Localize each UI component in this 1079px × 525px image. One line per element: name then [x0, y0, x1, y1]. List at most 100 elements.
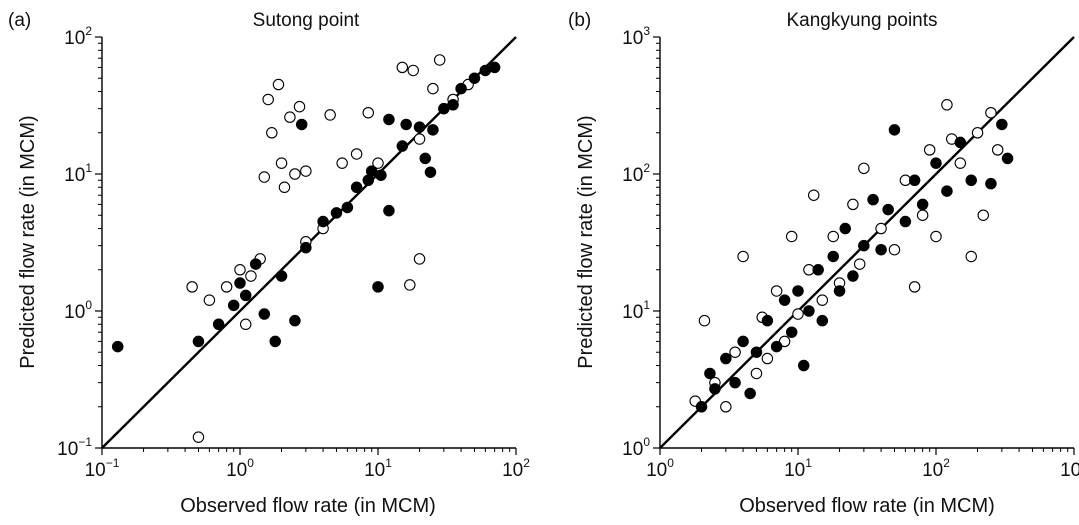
x-tick-base: 10	[646, 460, 667, 481]
chart-title: Kangkyung points	[786, 10, 937, 31]
y-axis-label: Predicted flow rate (in MCM)	[17, 115, 39, 368]
filled-data-point	[300, 241, 312, 254]
filled-data-point	[930, 157, 942, 169]
filled-data-point	[413, 121, 426, 133]
x-tick-base: 10	[502, 460, 523, 481]
open-data-point	[239, 318, 252, 331]
y-tick-exponent: 0	[643, 435, 650, 449]
open-data-point	[289, 168, 301, 180]
y-tick-base: 10	[64, 302, 85, 323]
open-data-point	[293, 100, 306, 113]
filled-data-point	[249, 258, 262, 270]
open-data-point	[827, 230, 839, 243]
open-data-point	[372, 157, 384, 169]
panel-b: (b) Kangkyung points Observed flow rate …	[568, 10, 1079, 517]
chart-title: Sutong point	[253, 10, 360, 31]
filled-data-point	[797, 359, 810, 372]
y-tick-base: 10	[622, 28, 643, 49]
open-data-point	[941, 99, 953, 111]
filled-data-point	[330, 207, 343, 219]
filled-data-point	[365, 165, 378, 177]
x-tick-base: 10	[85, 460, 106, 481]
filled-data-point	[704, 367, 716, 380]
open-data-point	[350, 148, 363, 160]
filled-data-point	[695, 401, 708, 413]
filled-data-point	[899, 215, 912, 228]
y-tick-base: 10	[57, 439, 78, 460]
y-tick-base: 10	[64, 28, 85, 49]
y-tick-exponent: 0	[85, 298, 92, 312]
open-data-point	[853, 258, 866, 270]
open-data-point	[991, 144, 1004, 156]
filled-data-point	[996, 118, 1008, 131]
open-data-point	[888, 243, 901, 256]
filled-data-point	[812, 264, 824, 276]
filled-data-point	[778, 294, 791, 306]
x-tick-base: 10	[1060, 460, 1079, 481]
open-data-point	[916, 209, 929, 221]
x-axis-label: Observed flow rate (in MCM)	[739, 495, 995, 517]
open-data-point	[737, 250, 749, 263]
filled-data-point	[447, 99, 459, 111]
filled-data-point	[941, 185, 953, 197]
open-data-point	[203, 294, 216, 306]
filled-data-point	[729, 376, 741, 389]
open-data-point	[284, 111, 296, 123]
x-tick-base: 10	[364, 460, 385, 481]
open-data-point	[770, 285, 783, 297]
x-tick-label: 101	[364, 456, 392, 481]
open-data-point	[807, 189, 820, 201]
open-data-point	[698, 314, 711, 327]
y-tick-label: 100	[64, 298, 92, 323]
open-data-point	[750, 367, 763, 380]
open-data-point	[413, 253, 426, 265]
open-data-point	[720, 401, 732, 413]
filled-data-point	[372, 281, 384, 293]
filled-data-point	[827, 250, 839, 263]
y-tick-exponent: −1	[78, 435, 92, 449]
filled-data-point	[350, 181, 363, 194]
x-tick-exponent: 2	[523, 456, 530, 470]
x-tick-label: 103	[1060, 456, 1079, 481]
y-tick-label: 101	[622, 298, 650, 323]
filled-data-point	[750, 346, 763, 358]
y-tick-label: 101	[64, 161, 92, 186]
filled-data-point	[317, 215, 329, 228]
panel-label: (a)	[8, 10, 31, 31]
open-data-point	[186, 281, 198, 293]
open-data-point	[404, 279, 416, 291]
open-data-point	[971, 127, 984, 139]
open-data-point	[300, 165, 312, 177]
panel-label: (b)	[568, 10, 591, 31]
filled-data-point	[396, 140, 409, 152]
open-data-point	[413, 133, 426, 145]
open-data-point	[875, 222, 887, 235]
filled-data-point	[234, 277, 246, 289]
x-tick-exponent: 0	[247, 456, 254, 470]
y-tick-base: 10	[622, 302, 643, 323]
filled-data-point	[192, 335, 205, 348]
open-data-point	[234, 264, 246, 276]
open-data-point	[761, 352, 774, 365]
open-data-point	[427, 82, 439, 95]
filled-data-point	[709, 383, 721, 395]
y-tick-exponent: 1	[85, 161, 92, 175]
filled-data-point	[212, 318, 225, 331]
open-data-point	[275, 157, 288, 169]
filled-data-point	[289, 314, 301, 327]
x-tick-label: 100	[646, 456, 674, 481]
filled-data-point	[882, 203, 894, 216]
filled-data-point	[744, 387, 756, 400]
x-tick-label: 102	[502, 456, 530, 481]
open-data-point	[965, 250, 977, 263]
filled-data-point	[888, 124, 901, 136]
filled-data-point	[908, 174, 921, 187]
y-tick-exponent: 2	[85, 24, 92, 38]
filled-data-point	[916, 198, 929, 211]
open-data-point	[923, 144, 936, 156]
filled-data-point	[424, 166, 437, 178]
y-tick-exponent: 1	[643, 298, 650, 312]
filled-data-point	[383, 204, 395, 217]
open-data-point	[336, 157, 348, 169]
open-data-point	[192, 431, 205, 443]
